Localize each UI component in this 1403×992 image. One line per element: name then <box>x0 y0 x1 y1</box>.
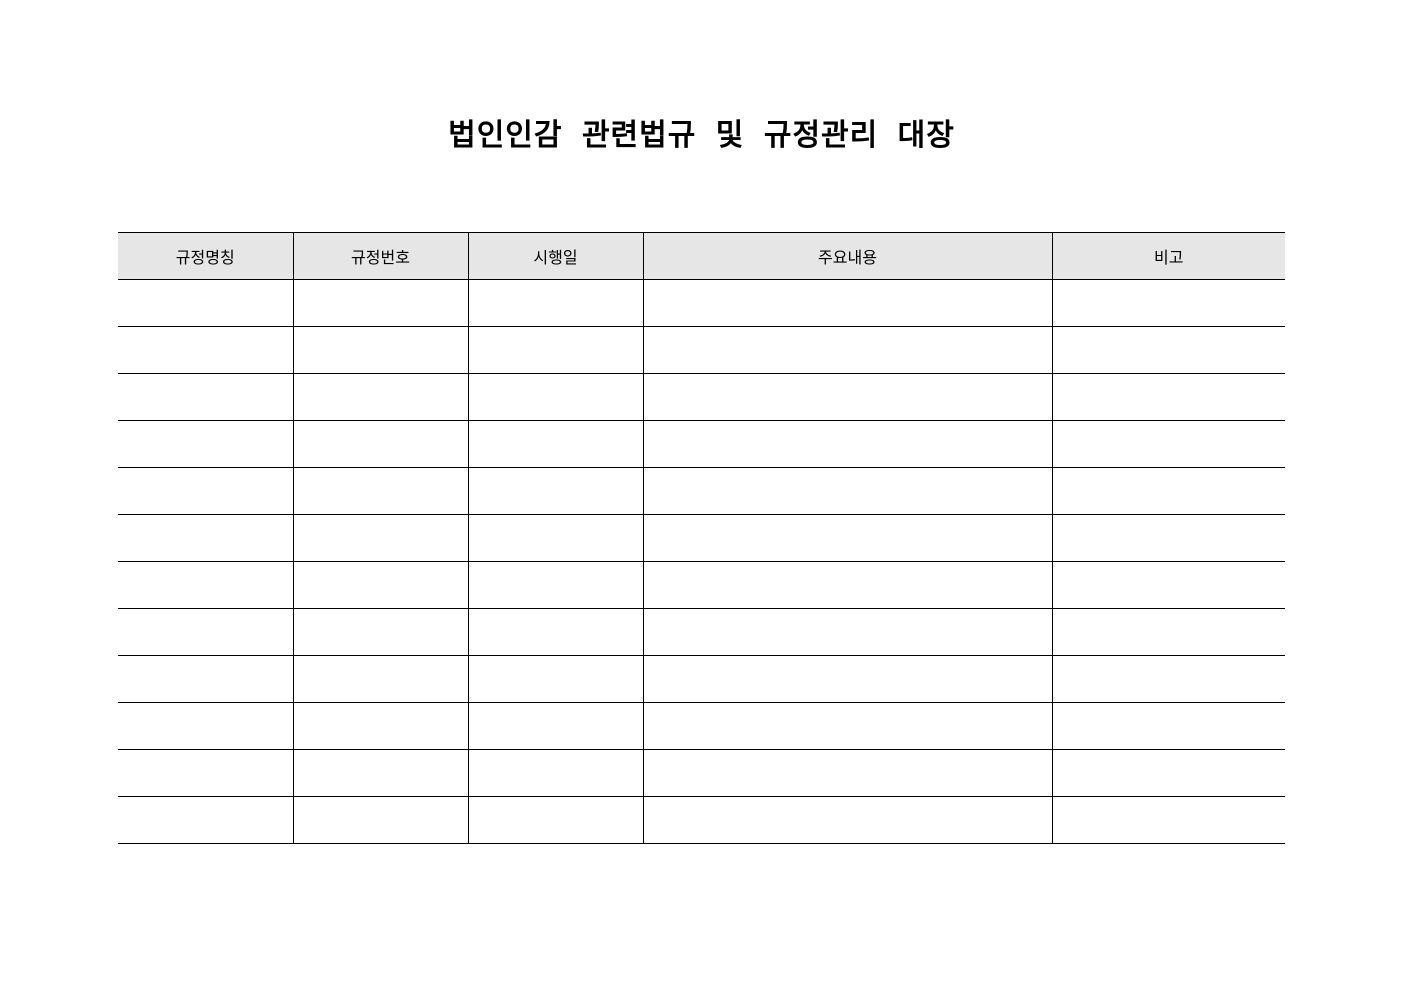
effective-date-cell[interactable] <box>467 702 644 750</box>
table-row <box>118 702 1285 750</box>
remarks-cell[interactable] <box>1051 326 1285 374</box>
remarks-cell[interactable] <box>1051 514 1285 562</box>
effective-date-cell[interactable] <box>467 749 644 797</box>
regulation-name-cell[interactable] <box>118 655 294 703</box>
header-regulation-number: 규정번호 <box>292 232 469 280</box>
effective-date-cell[interactable] <box>467 326 644 374</box>
main-content-cell[interactable] <box>642 326 1053 374</box>
main-content-cell[interactable] <box>642 373 1053 421</box>
header-remarks: 비고 <box>1051 232 1285 280</box>
regulation-register-table: 규정명칭 규정번호 시행일 주요내용 비고 <box>118 232 1285 844</box>
main-content-cell[interactable] <box>642 702 1053 750</box>
table-row <box>118 608 1285 656</box>
regulation-number-cell[interactable] <box>292 326 469 374</box>
table-row <box>118 561 1285 609</box>
remarks-cell[interactable] <box>1051 655 1285 703</box>
regulation-number-cell[interactable] <box>292 279 469 327</box>
regulation-name-cell[interactable] <box>118 514 294 562</box>
effective-date-cell[interactable] <box>467 608 644 656</box>
table-row <box>118 467 1285 515</box>
table-row <box>118 655 1285 703</box>
header-main-content: 주요내용 <box>642 232 1053 280</box>
regulation-name-cell[interactable] <box>118 467 294 515</box>
effective-date-cell[interactable] <box>467 514 644 562</box>
table-row <box>118 420 1285 468</box>
regulation-number-cell[interactable] <box>292 655 469 703</box>
regulation-name-cell[interactable] <box>118 608 294 656</box>
effective-date-cell[interactable] <box>467 279 644 327</box>
table-row <box>118 796 1285 844</box>
regulation-name-cell[interactable] <box>118 279 294 327</box>
regulation-name-cell[interactable] <box>118 326 294 374</box>
remarks-cell[interactable] <box>1051 279 1285 327</box>
remarks-cell[interactable] <box>1051 561 1285 609</box>
table-row <box>118 373 1285 421</box>
main-content-cell[interactable] <box>642 796 1053 844</box>
effective-date-cell[interactable] <box>467 420 644 468</box>
regulation-number-cell[interactable] <box>292 514 469 562</box>
effective-date-cell[interactable] <box>467 467 644 515</box>
regulation-name-cell[interactable] <box>118 420 294 468</box>
effective-date-cell[interactable] <box>467 655 644 703</box>
main-content-cell[interactable] <box>642 655 1053 703</box>
table-row <box>118 514 1285 562</box>
main-content-cell[interactable] <box>642 467 1053 515</box>
header-regulation-name: 규정명칭 <box>118 232 294 280</box>
main-content-cell[interactable] <box>642 561 1053 609</box>
regulation-name-cell[interactable] <box>118 373 294 421</box>
table-row <box>118 279 1285 327</box>
regulation-number-cell[interactable] <box>292 420 469 468</box>
remarks-cell[interactable] <box>1051 702 1285 750</box>
remarks-cell[interactable] <box>1051 749 1285 797</box>
regulation-number-cell[interactable] <box>292 608 469 656</box>
effective-date-cell[interactable] <box>467 373 644 421</box>
regulation-number-cell[interactable] <box>292 702 469 750</box>
main-content-cell[interactable] <box>642 749 1053 797</box>
table-row <box>118 326 1285 374</box>
remarks-cell[interactable] <box>1051 373 1285 421</box>
main-content-cell[interactable] <box>642 608 1053 656</box>
main-content-cell[interactable] <box>642 420 1053 468</box>
effective-date-cell[interactable] <box>467 796 644 844</box>
regulation-name-cell[interactable] <box>118 796 294 844</box>
remarks-cell[interactable] <box>1051 608 1285 656</box>
regulation-number-cell[interactable] <box>292 373 469 421</box>
document-title: 법인인감 관련법규 및 규정관리 대장 <box>448 118 955 153</box>
remarks-cell[interactable] <box>1051 420 1285 468</box>
regulation-number-cell[interactable] <box>292 467 469 515</box>
remarks-cell[interactable] <box>1051 467 1285 515</box>
header-row: 규정명칭 규정번호 시행일 주요내용 비고 <box>118 232 1285 280</box>
regulation-number-cell[interactable] <box>292 796 469 844</box>
regulation-name-cell[interactable] <box>118 561 294 609</box>
regulation-number-cell[interactable] <box>292 561 469 609</box>
remarks-cell[interactable] <box>1051 796 1285 844</box>
regulation-number-cell[interactable] <box>292 749 469 797</box>
main-content-cell[interactable] <box>642 514 1053 562</box>
main-content-cell[interactable] <box>642 279 1053 327</box>
regulation-name-cell[interactable] <box>118 749 294 797</box>
header-effective-date: 시행일 <box>467 232 644 280</box>
effective-date-cell[interactable] <box>467 561 644 609</box>
table-row <box>118 749 1285 797</box>
regulation-name-cell[interactable] <box>118 702 294 750</box>
